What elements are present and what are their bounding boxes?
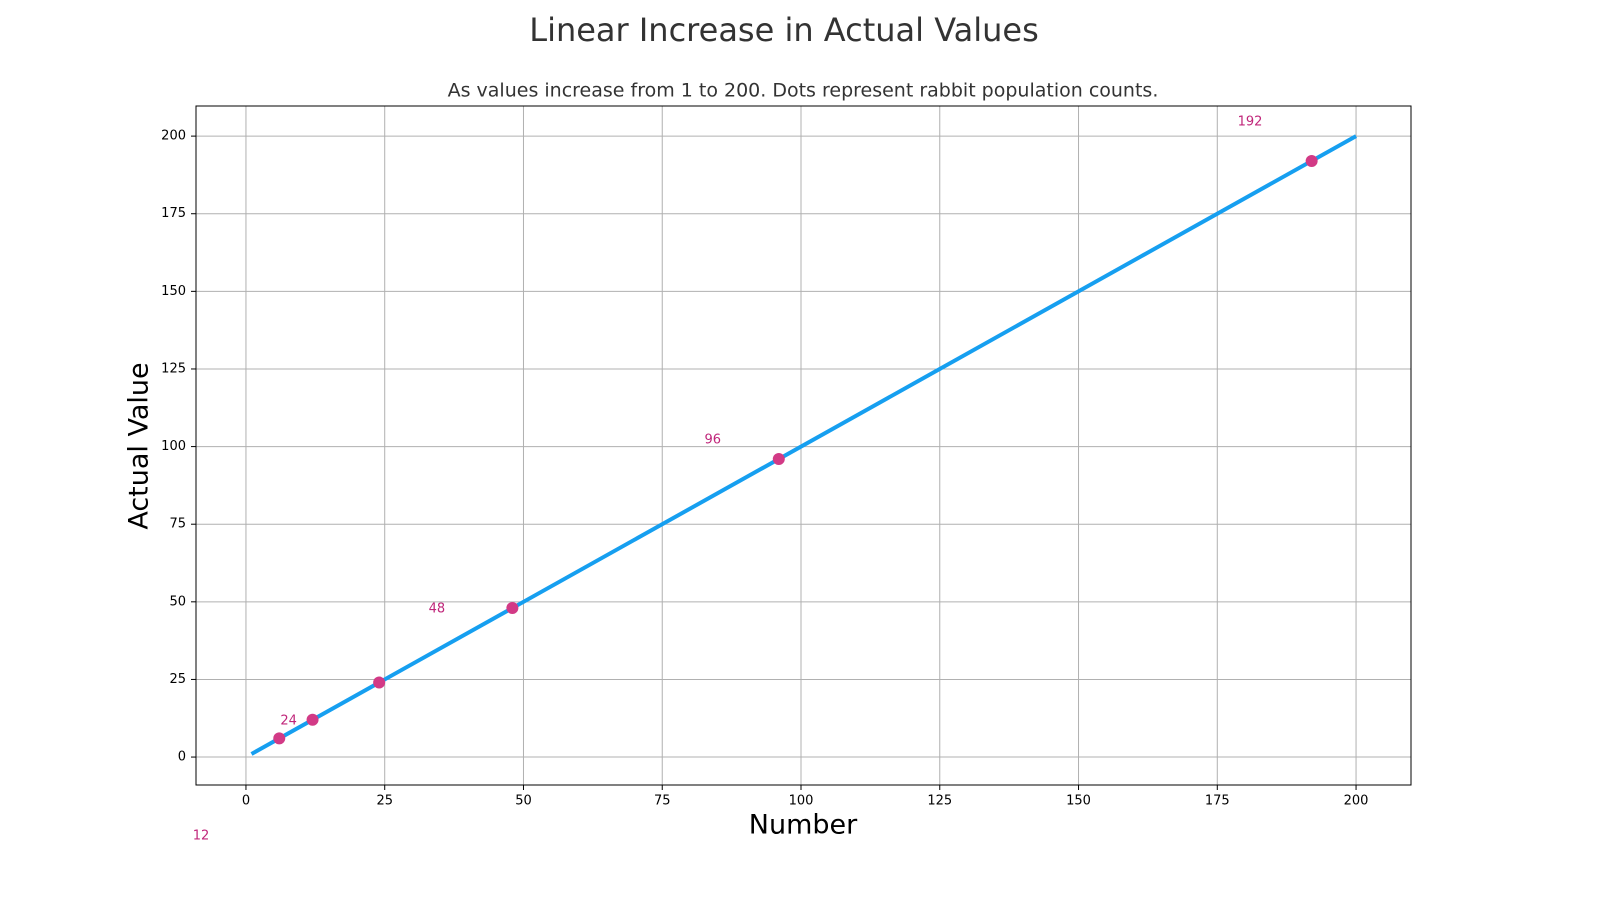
y-tick-label: 175 xyxy=(161,206,186,221)
y-tick-label: 100 xyxy=(161,439,186,454)
point xyxy=(506,602,519,615)
point xyxy=(373,676,386,689)
y-tick-label: 200 xyxy=(161,129,186,144)
x-tick-label: 75 xyxy=(654,794,671,809)
x-axis-label: Number xyxy=(749,810,858,841)
annotation: 96 xyxy=(704,433,721,448)
chart-title: Linear Increase in Actual Values xyxy=(529,11,1039,49)
x-tick-label: 200 xyxy=(1344,794,1369,809)
y-tick-label: 125 xyxy=(161,361,186,376)
point xyxy=(273,732,286,745)
annotation: 24 xyxy=(280,714,297,729)
y-tick-label: 75 xyxy=(169,517,186,532)
line xyxy=(250,134,1358,756)
y-tick-label: 0 xyxy=(178,750,186,765)
chart-subtitle: As values increase from 1 to 200. Dots r… xyxy=(448,80,1159,102)
x-tick-label: 150 xyxy=(1066,794,1091,809)
annotation: 48 xyxy=(429,601,446,616)
point xyxy=(1305,154,1318,167)
y-tick-label: 25 xyxy=(169,672,186,687)
annotation: 192 xyxy=(1238,115,1263,130)
x-tick-label: 50 xyxy=(515,794,532,809)
annotation: 12 xyxy=(193,828,210,843)
x-tick-label: 25 xyxy=(376,794,393,809)
y-tick-label: 50 xyxy=(169,594,186,609)
y-axis-label: Actual Value xyxy=(124,362,155,529)
y-tick-label: 150 xyxy=(161,284,186,299)
point xyxy=(306,713,319,726)
point xyxy=(772,453,785,466)
x-tick-label: 125 xyxy=(927,794,952,809)
plot-frame xyxy=(195,105,1412,786)
x-tick-label: 100 xyxy=(789,794,814,809)
x-tick-label: 0 xyxy=(242,794,250,809)
x-tick-label: 175 xyxy=(1205,794,1230,809)
